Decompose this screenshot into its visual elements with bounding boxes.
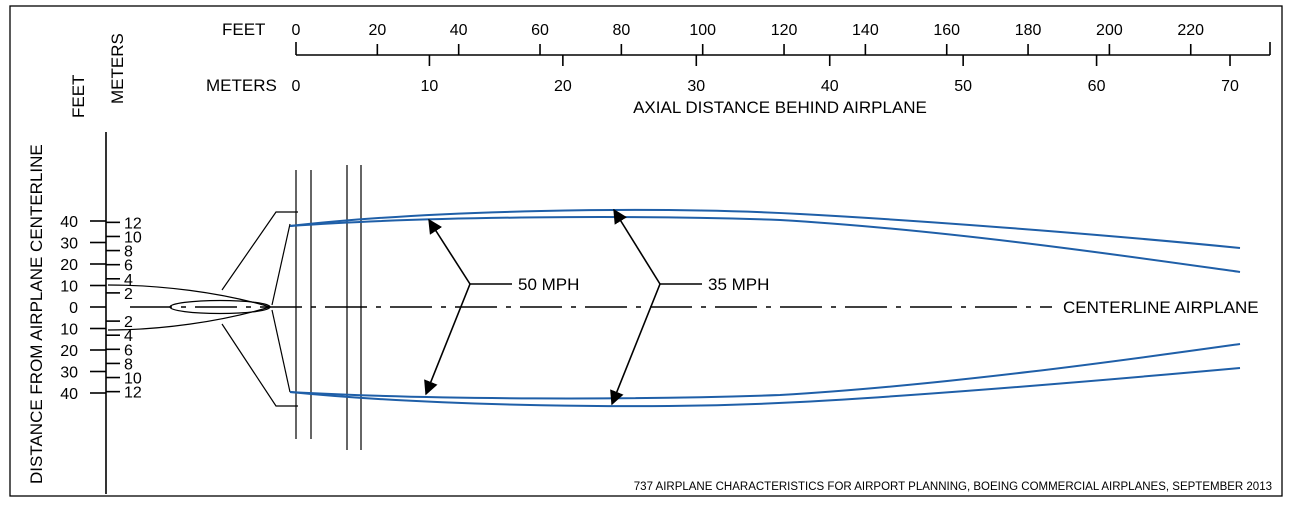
side-meter-tick-label: 8 bbox=[124, 356, 133, 373]
feet-tick-label: 100 bbox=[689, 22, 716, 39]
arrow-35-down bbox=[610, 283, 661, 406]
side-feet-tick-label: 30 bbox=[60, 365, 78, 382]
side-meter-tick-label: 2 bbox=[124, 286, 133, 303]
side-feet-tick-label: 20 bbox=[60, 257, 78, 274]
source-note: 737 AIRPLANE CHARACTERISTICS FOR AIRPORT… bbox=[634, 481, 1272, 493]
meter-tick-label: 40 bbox=[821, 78, 839, 95]
top-axis-title: AXIAL DISTANCE BEHIND AIRPLANE bbox=[633, 98, 927, 117]
contour-35-lower bbox=[289, 367, 1241, 408]
top-axis-feet-label: FEET bbox=[222, 20, 265, 39]
arrow-50-down bbox=[424, 283, 471, 396]
side-feet-tick-label: 10 bbox=[60, 279, 78, 296]
feet-tick-label: 200 bbox=[1096, 22, 1123, 39]
side-meter-tick-label: 4 bbox=[124, 272, 133, 289]
side-feet-tick-label: 0 bbox=[69, 300, 78, 317]
side-feet-tick-marks: 40 30 20 10 0 10 20 30 40 bbox=[60, 214, 106, 403]
feet-tick-label: 60 bbox=[531, 22, 549, 39]
side-feet-tick-label: 40 bbox=[60, 214, 78, 231]
top-axis-meters-label: METERS bbox=[206, 76, 277, 95]
label-50mph: 50 MPH bbox=[518, 275, 579, 294]
feet-tick-label: 40 bbox=[450, 22, 468, 39]
side-feet-tick-label: 20 bbox=[60, 343, 78, 360]
body-upper-line bbox=[107, 284, 271, 308]
annotation-35mph: 35 MPH bbox=[610, 208, 769, 406]
side-meter-tick-label: 12 bbox=[124, 385, 142, 402]
side-axis-title: DISTANCE FROM AIRPLANE CENTERLINE bbox=[27, 144, 46, 484]
feet-tick-label: 220 bbox=[1177, 22, 1204, 39]
meter-tick-label: 60 bbox=[1088, 78, 1106, 95]
side-feet-tick-label: 10 bbox=[60, 322, 78, 339]
feet-tick-label: 0 bbox=[292, 22, 301, 39]
feet-tick-label: 80 bbox=[612, 22, 630, 39]
side-meter-tick-label: 6 bbox=[124, 258, 133, 275]
side-axis-feet-label: FEET bbox=[69, 75, 88, 118]
upper-stabilizer-trailing bbox=[271, 223, 291, 306]
side-meter-tick-label: 10 bbox=[124, 229, 142, 246]
diagram-border bbox=[9, 5, 1283, 497]
feet-tick-label: 140 bbox=[852, 22, 879, 39]
lower-stabilizer-leading bbox=[221, 323, 298, 407]
body-lower-line bbox=[107, 306, 271, 331]
meter-tick-marks: 0 10 20 30 40 50 60 70 bbox=[292, 55, 1239, 95]
feet-tick-label: 120 bbox=[771, 22, 798, 39]
upper-stabilizer-leading bbox=[221, 211, 298, 291]
centerline-label: CENTERLINE AIRPLANE bbox=[1063, 298, 1259, 317]
feet-tick-marks: 0 20 40 60 80 100 120 140 160 180 200 220 bbox=[292, 22, 1204, 55]
arrow-50-up bbox=[428, 218, 471, 285]
feet-tick-label: 160 bbox=[933, 22, 960, 39]
meter-tick-label: 20 bbox=[554, 78, 572, 95]
side-axis-meters-label: METERS bbox=[108, 33, 127, 104]
side-meter-tick-label: 4 bbox=[124, 328, 133, 345]
meter-tick-label: 30 bbox=[687, 78, 705, 95]
side-meter-tick-label: 8 bbox=[124, 244, 133, 261]
airplane-outline bbox=[107, 165, 362, 450]
contour-35-upper bbox=[289, 209, 1241, 249]
annotation-50mph: 50 MPH bbox=[424, 218, 579, 396]
side-meter-tick-label: 2 bbox=[124, 314, 133, 331]
contour-50-lower bbox=[289, 343, 1241, 400]
side-feet-tick-label: 30 bbox=[60, 236, 78, 253]
top-axis: FEET METERS 0 20 40 60 80 100 120 140 160 180 200 2… bbox=[206, 20, 1271, 117]
side-axis: FEET METERS DISTANCE FROM AIRPLANE CENTE… bbox=[27, 33, 142, 494]
side-meter-tick-label: 6 bbox=[124, 342, 133, 359]
label-35mph: 35 MPH bbox=[708, 275, 769, 294]
meter-tick-label: 0 bbox=[292, 78, 301, 95]
side-meter-tick-label: 10 bbox=[124, 371, 142, 388]
feet-tick-label: 180 bbox=[1015, 22, 1042, 39]
feet-tick-label: 20 bbox=[368, 22, 386, 39]
lower-stabilizer-trailing bbox=[271, 309, 291, 393]
meter-tick-label: 10 bbox=[421, 78, 439, 95]
meter-tick-label: 70 bbox=[1221, 78, 1239, 95]
meter-tick-label: 50 bbox=[954, 78, 972, 95]
side-feet-tick-label: 40 bbox=[60, 386, 78, 403]
arrow-35-up bbox=[613, 208, 661, 285]
side-meter-tick-label: 12 bbox=[124, 215, 142, 232]
